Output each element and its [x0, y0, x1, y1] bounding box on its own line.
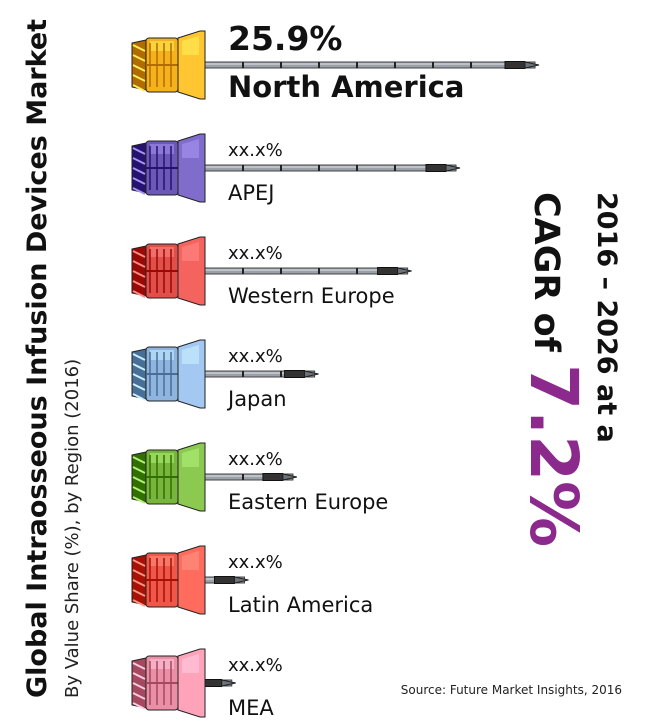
category-label-latin-america: Latin America	[228, 593, 373, 617]
value-label-apej: xx.x%	[228, 140, 283, 161]
bar-north-america: 25.9% North America	[131, 19, 540, 104]
bar-latin-america: xx.x% Latin America	[131, 545, 373, 617]
cagr-callout: 2016 – 2026 at a CAGR of 7.2%	[514, 192, 622, 548]
bar-western-europe: xx.x% Western Europe	[131, 236, 412, 308]
bar-eastern-europe: xx.x% Eastern Europe	[131, 442, 388, 514]
category-label-japan: Japan	[226, 387, 287, 411]
category-label-mea: MEA	[228, 696, 274, 720]
bar-japan: xx.x% Japan	[131, 339, 319, 411]
cagr-period: 2016 – 2026 at a	[591, 192, 622, 443]
category-label-western-europe: Western Europe	[228, 284, 395, 308]
value-label-japan: xx.x%	[228, 346, 283, 367]
category-label-north-america: North America	[228, 70, 464, 104]
chart-subtitle: By Value Share (%), by Region (2016)	[62, 358, 83, 698]
category-label-apej: APEJ	[228, 181, 275, 205]
source-note: Source: Future Market Insights, 2016	[400, 683, 622, 697]
value-label-north-america: 25.9%	[228, 19, 343, 58]
chart-title: Global Intraosseous Infusion Devices Mar…	[22, 18, 53, 698]
bar-apej: xx.x% APEJ	[131, 133, 461, 205]
bar-mea: xx.x% MEA	[131, 648, 283, 720]
value-label-mea: xx.x%	[228, 655, 283, 676]
value-label-eastern-europe: xx.x%	[228, 449, 283, 470]
value-label-western-europe: xx.x%	[228, 243, 283, 264]
value-label-latin-america: xx.x%	[228, 552, 283, 573]
cagr-value: 7.2%	[514, 364, 592, 548]
cagr-prefix: CAGR of	[525, 192, 566, 365]
category-label-eastern-europe: Eastern Europe	[228, 490, 388, 514]
